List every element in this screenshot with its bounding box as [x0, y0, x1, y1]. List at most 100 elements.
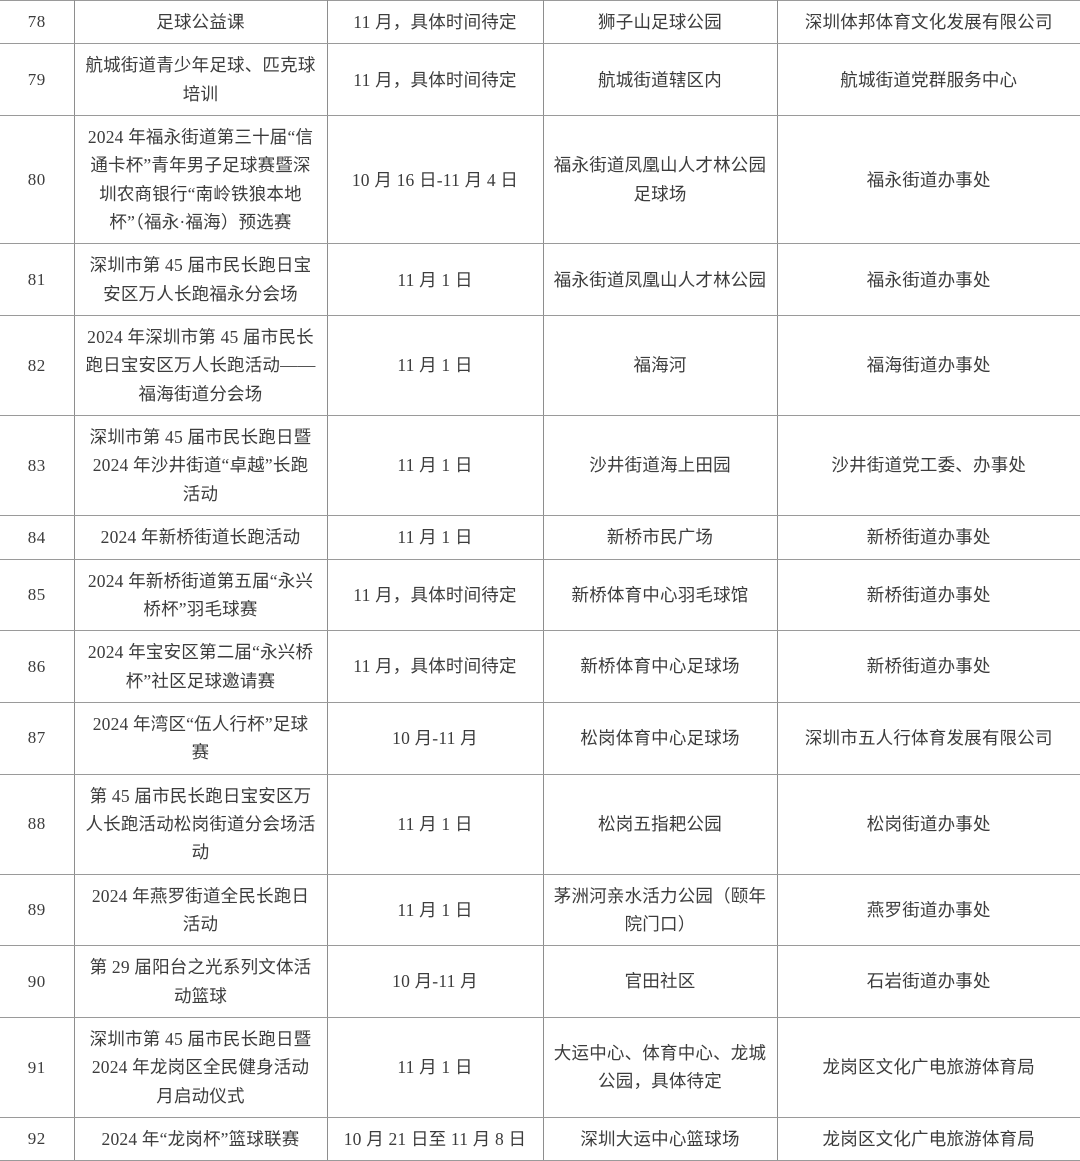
- organizer-cell: 福海街道办事处: [776, 315, 1080, 417]
- activity-name-cell-text: 深圳市第 45 届市民长跑日暨 2024 年龙岗区全民健身活动月启动仪式: [89, 1028, 312, 1106]
- organizer-cell: 沙井街道党工委、办事处: [776, 415, 1080, 517]
- activity-name-cell: 第 29 届阳台之光系列文体活动篮球: [73, 945, 328, 1018]
- activity-date-cell: 10 月-11 月: [326, 701, 544, 775]
- table-row: 78 足球公益课 11 月，具体时间待定 狮子山足球公园 深圳体邦体育文化发展有限公司: [0, 0, 1080, 45]
- table-row: 83 深圳市第 45 届市民长跑日暨 2024 年沙井街道“卓越”长跑活动 11 月…: [0, 415, 1080, 517]
- activity-venue-cell-text: 松岗五指耙公园: [598, 813, 722, 834]
- organizer-cell: 福永街道办事处: [776, 115, 1080, 245]
- organizer-cell-text: 深圳体邦体育文化发展有限公司: [804, 12, 1053, 32]
- row-number-cell: 89: [0, 873, 75, 947]
- row-number-cell: 78: [0, 0, 75, 45]
- activity-date-cell: 11 月，具体时间待定: [326, 43, 544, 117]
- activity-venue-cell: 新桥体育中心羽毛球馆: [542, 558, 778, 632]
- table-row: 90 第 29 届阳台之光系列文体活动篮球 10 月-11 月 官田社区 石岩街道办事处: [0, 945, 1080, 1018]
- activity-date-cell-text: 11 月 1 日: [397, 813, 473, 834]
- activity-venue-cell-text: 福永街道凤凰山人才林公园足球场: [553, 155, 767, 204]
- activity-date-cell: 11 月，具体时间待定: [326, 558, 544, 632]
- activity-venue-cell-text: 新桥体育中心羽毛球馆: [571, 584, 749, 605]
- row-number-cell: 85: [0, 558, 75, 632]
- table-row: 84 2024 年新桥街道长跑活动 11 月 1 日 新桥市民广场 新桥街道办事处: [0, 515, 1080, 560]
- organizer-cell: 石岩街道办事处: [776, 945, 1080, 1018]
- activity-name-cell-text: 2024 年燕罗街道全民长跑日活动: [91, 885, 310, 934]
- activity-venue-cell: 福海河: [542, 315, 778, 417]
- activity-venue-cell: 新桥市民广场: [542, 515, 778, 560]
- activity-venue-cell-text: 航城街道辖区内: [598, 69, 722, 90]
- activity-date-cell-text: 10 月 16 日-11 月 4 日: [351, 169, 519, 190]
- organizer-cell: 龙岗区文化广电旅游体育局: [776, 1116, 1080, 1161]
- organizer-cell: 深圳市五人行体育发展有限公司: [776, 701, 1080, 775]
- activity-date-cell-text: 11 月，具体时间待定: [353, 584, 517, 605]
- activity-venue-cell-text: 松岗体育中心足球场: [580, 728, 740, 749]
- row-number-cell-text: 89: [27, 900, 46, 920]
- activity-date-cell: 10 月-11 月: [326, 945, 544, 1018]
- activity-venue-cell-text: 深圳大运中心篮球场: [580, 1129, 740, 1149]
- activity-name-cell: 航城街道青少年足球、匹克球培训: [73, 43, 328, 117]
- activity-name-cell: 深圳市第 45 届市民长跑日宝安区万人长跑福永分会场: [73, 243, 328, 317]
- activity-venue-cell: 松岗体育中心足球场: [542, 701, 778, 775]
- activity-name-cell-text: 2024 年宝安区第二届“永兴桥杯”社区足球邀请赛: [87, 642, 314, 691]
- organizer-cell-text: 新桥街道办事处: [866, 527, 991, 548]
- activity-venue-cell: 沙井街道海上田园: [542, 415, 778, 517]
- activity-venue-cell-text: 福海河: [633, 355, 687, 376]
- organizer-cell-text: 福海街道办事处: [866, 355, 991, 376]
- activity-date-cell-text: 11 月 1 日: [397, 899, 473, 920]
- organizer-cell-text: 燕罗街道办事处: [866, 899, 991, 920]
- row-number-cell: 79: [0, 43, 75, 117]
- row-number-cell: 83: [0, 415, 75, 517]
- activity-venue-cell-text: 新桥体育中心足球场: [580, 656, 740, 677]
- row-number-cell-text: 90: [27, 971, 46, 991]
- activity-venue-cell-text: 狮子山足球公园: [598, 12, 722, 32]
- activity-name-cell: 2024 年深圳市第 45 届市民长跑日宝安区万人长跑活动——福海街道分会场: [73, 315, 328, 417]
- table-row: 80 2024 年福永街道第三十届“信通卡杯”青年男子足球赛暨深圳农商银行“南岭铁…: [0, 115, 1080, 245]
- activity-date-cell: 11 月 1 日: [326, 315, 544, 417]
- activity-date-cell: 11 月 1 日: [326, 1016, 544, 1119]
- activity-date-cell-text: 11 月 1 日: [397, 269, 473, 290]
- activity-venue-cell: 航城街道辖区内: [542, 43, 778, 117]
- activity-venue-cell: 狮子山足球公园: [542, 0, 778, 45]
- activity-date-cell: 11 月，具体时间待定: [326, 630, 544, 703]
- activity-date-cell-text: 10 月 21 日至 11 月 8 日: [343, 1129, 527, 1149]
- activity-venue-cell-text: 新桥市民广场: [606, 527, 714, 548]
- organizer-cell-text: 航城街道党群服务中心: [840, 69, 1018, 90]
- activity-date-cell: 10 月 21 日至 11 月 8 日: [326, 1116, 544, 1161]
- activity-date-cell-text: 11 月 1 日: [397, 1057, 473, 1078]
- activity-venue-cell: 福永街道凤凰山人才林公园足球场: [542, 115, 778, 245]
- activity-name-cell: 深圳市第 45 届市民长跑日暨 2024 年龙岗区全民健身活动月启动仪式: [73, 1016, 328, 1119]
- row-number-cell: 86: [0, 630, 75, 703]
- activity-venue-cell-text: 沙井街道海上田园: [589, 455, 731, 476]
- row-number-cell-text: 82: [27, 355, 46, 375]
- activity-name-cell: 2024 年宝安区第二届“永兴桥杯”社区足球邀请赛: [73, 630, 328, 703]
- row-number-cell-text: 84: [27, 527, 46, 547]
- activity-venue-cell: 茅洲河亲水活力公园（颐年院门口）: [542, 873, 778, 947]
- activity-name-cell-text: 2024 年福永街道第三十届“信通卡杯”青年男子足球赛暨深圳农商银行“南岭铁狼本…: [87, 127, 314, 233]
- activity-venue-cell-text: 官田社区: [624, 971, 696, 992]
- activity-name-cell-text: 航城街道青少年足球、匹克球培训: [85, 55, 316, 104]
- row-number-cell-text: 78: [27, 12, 46, 32]
- activity-date-cell-text: 10 月-11 月: [392, 971, 478, 992]
- activity-name-cell: 足球公益课: [73, 0, 328, 45]
- organizer-cell: 龙岗区文化广电旅游体育局: [776, 1016, 1080, 1119]
- activity-date-cell-text: 11 月，具体时间待定: [353, 656, 517, 677]
- organizer-cell-text: 龙岗区文化广电旅游体育局: [822, 1057, 1035, 1078]
- activity-venue-cell: 深圳大运中心篮球场: [542, 1116, 778, 1161]
- activity-date-cell-text: 10 月-11 月: [392, 728, 478, 749]
- row-number-cell: 82: [0, 315, 75, 417]
- organizer-cell: 新桥街道办事处: [776, 558, 1080, 632]
- organizer-cell: 新桥街道办事处: [776, 630, 1080, 703]
- organizer-cell-text: 新桥街道办事处: [866, 656, 991, 677]
- activity-venue-cell: 新桥体育中心足球场: [542, 630, 778, 703]
- row-number-cell-text: 87: [27, 728, 46, 748]
- row-number-cell-text: 83: [27, 455, 46, 475]
- table-row: 86 2024 年宝安区第二届“永兴桥杯”社区足球邀请赛 11 月，具体时间待定 新桥…: [0, 630, 1080, 703]
- row-number-cell: 88: [0, 773, 75, 875]
- row-number-cell-text: 88: [27, 814, 46, 834]
- activity-name-cell: 2024 年新桥街道第五届“永兴桥杯”羽毛球赛: [73, 558, 328, 632]
- activity-name-cell: 2024 年燕罗街道全民长跑日活动: [73, 873, 328, 947]
- organizer-cell: 燕罗街道办事处: [776, 873, 1080, 947]
- activity-name-cell-text: 2024 年新桥街道长跑活动: [100, 527, 301, 548]
- organizer-cell: 松岗街道办事处: [776, 773, 1080, 875]
- organizer-cell-text: 新桥街道办事处: [866, 584, 991, 605]
- table-row: 89 2024 年燕罗街道全民长跑日活动 11 月 1 日 茅洲河亲水活力公园（颐年院…: [0, 873, 1080, 947]
